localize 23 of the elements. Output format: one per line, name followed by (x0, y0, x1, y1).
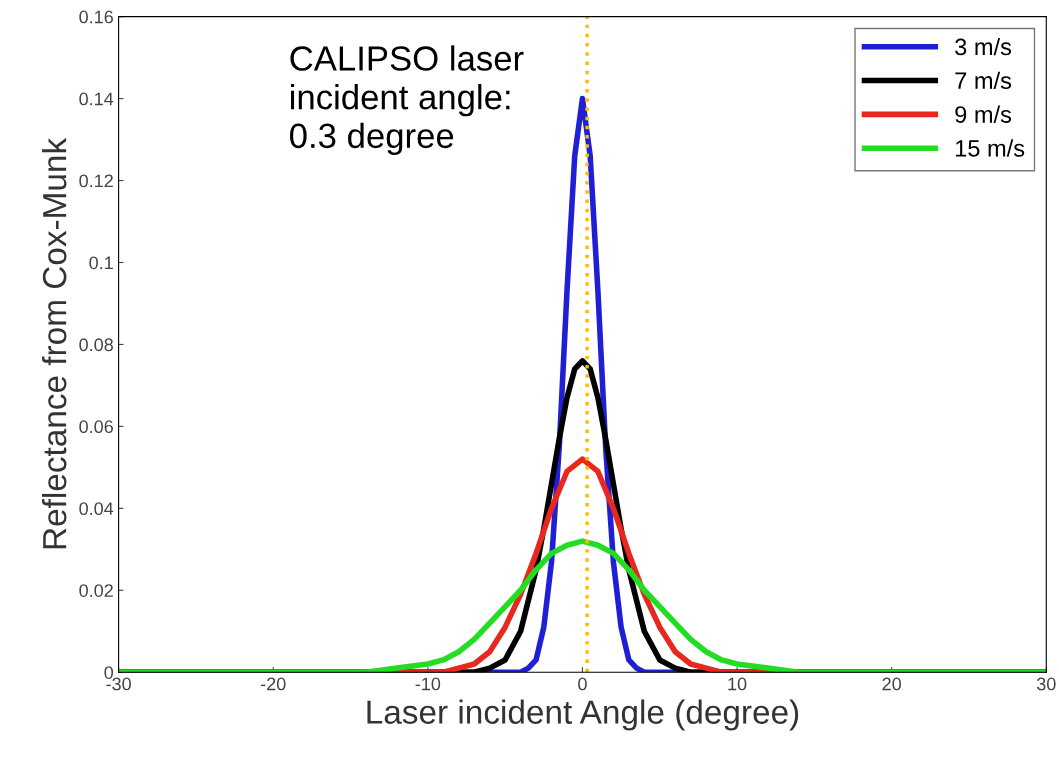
y-tick-label: 0.02 (79, 584, 113, 597)
y-tick-label: 0.16 (79, 10, 113, 24)
legend-label: 3 m/s (955, 37, 1012, 56)
y-axis-title: Reflectance from Cox-Munk (41, 137, 67, 549)
legend-label: 15 m/s (955, 139, 1025, 157)
ref-line-label: CALIPSO laser incident angle: 0.3 degree (290, 45, 524, 156)
x-tick-label: 30 (1036, 677, 1056, 691)
y-tick-label: 0.12 (79, 174, 113, 188)
legend-label: 9 m/s (955, 105, 1012, 123)
y-tick-label: 0.14 (79, 92, 114, 106)
y-tick-label: 0.1 (89, 256, 113, 270)
x-tick-label: -10 (415, 677, 441, 691)
x-tick-label: 0 (578, 677, 587, 691)
x-tick-label: -20 (260, 677, 286, 691)
legend-label: 7 m/s (955, 71, 1012, 90)
y-tick-label: 0 (104, 666, 114, 679)
x-tick-label: 20 (882, 677, 902, 691)
y-tick-label: 0.08 (79, 338, 113, 352)
x-tick-label: 10 (728, 677, 747, 691)
y-tick-label: 0.04 (79, 502, 114, 516)
x-axis-title: Laser incident Angle (degree) (367, 699, 799, 731)
x-tick-label: -30 (106, 677, 131, 691)
y-tick-label: 0.06 (79, 420, 113, 434)
